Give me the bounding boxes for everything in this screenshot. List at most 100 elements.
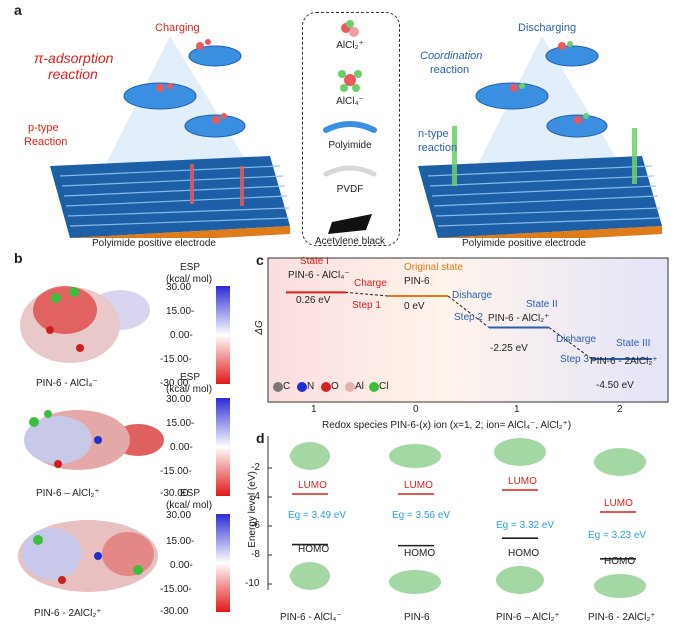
atom-n: N (307, 381, 315, 392)
homo-orbital-4 (594, 574, 646, 598)
panel-d-ylabel: Energy level (eV) (246, 471, 258, 548)
esp2-tick-3: -15.00- (160, 466, 192, 477)
atom-c: C (283, 381, 291, 392)
esp-map-3 (18, 520, 158, 592)
p-type-label: p-type (28, 122, 59, 134)
state2-species: PIN-6 - AlCl₂⁺ (488, 313, 550, 324)
panel-d-ytick-1: -4 (251, 491, 260, 502)
state1-species: PIN-6 - AlCl₄⁻ (288, 270, 350, 281)
esp2-tick-1: 15.00- (166, 418, 195, 429)
panel-c-xtick-0: 1 (311, 404, 317, 415)
esp-map-2 (24, 410, 164, 470)
panel-c-xtick-2: 1 (514, 404, 520, 415)
lumo-orbital-4 (594, 448, 646, 476)
charging-title: Charging (155, 22, 200, 34)
panel-d-ytick-2: -6 (251, 520, 260, 531)
panel-c-xtick-3: 2 (617, 404, 623, 415)
esp1-title: ESP (180, 262, 201, 273)
energy-connector-1 (447, 295, 490, 328)
legend-pvdf: PVDF (336, 184, 364, 195)
esp1-tick-3: -15.00- (160, 354, 192, 365)
step3-label: Step 3 (560, 354, 589, 365)
original-energy: 0 eV (404, 301, 425, 312)
esp-molecule-1-label: PIN-6 - AlCl₄⁻ (36, 378, 98, 389)
atom-legend (273, 382, 379, 392)
homo-orbital-3 (496, 566, 544, 594)
esp3-tick-2: 0.00- (170, 560, 193, 571)
homo-label-2: HOMO (404, 548, 436, 559)
state1-label: State I (300, 256, 329, 267)
lumo-label-2: LUMO (404, 480, 433, 491)
column-name-2: PIN-6 (404, 612, 430, 623)
esp-colorbar-1 (216, 286, 230, 384)
panel-b-letter: b (14, 250, 23, 266)
panel-c-plot-area (267, 257, 669, 403)
alcl4-icon (338, 70, 362, 92)
acetylene-black-icon (328, 214, 372, 234)
p-type-reaction-label: Reaction (24, 136, 68, 148)
state3-species: PIN-6 - 2AlCl₂⁺ (590, 356, 658, 367)
esp3-tick-4: -30.00 (160, 606, 189, 617)
esp3-title: ESP (180, 488, 201, 499)
esp1-tick-0: 30.00 (166, 282, 192, 293)
esp2-unit: (kcal/ mol) (166, 384, 213, 395)
panel-c-xtick-1: 0 (413, 404, 419, 415)
homo-orbital-2 (389, 570, 441, 594)
panel-d-levels (292, 489, 636, 560)
legend-acetylene: Acetylene black (314, 236, 386, 247)
disharge1-label: Disharge (452, 290, 493, 301)
homo-orbital-1 (290, 562, 330, 590)
coordination-label: Coordination (420, 50, 483, 62)
original-state-label: Original state (404, 262, 463, 273)
homo-label-3: HOMO (508, 548, 540, 559)
pvdf-icon (323, 165, 377, 177)
atom-o: O (331, 381, 339, 392)
esp2-title: ESP (180, 372, 201, 383)
esp2-tick-2: 0.00- (170, 442, 193, 453)
esp1-tick-2: 0.00- (170, 330, 193, 341)
legend-alcl2: AlCl₂⁺ (336, 40, 364, 51)
esp2-tick-4: -30.00 (160, 488, 189, 499)
state3-energy: -4.50 eV (596, 380, 634, 391)
homo-label-4: HOMO (604, 556, 636, 567)
legend-polyimide: Polyimide (328, 140, 372, 151)
step2-label: Step 2 (454, 312, 483, 323)
panel-d-ytick-0: -2 (251, 462, 260, 473)
panel-d-ytick-3: -8 (251, 549, 260, 560)
esp2-tick-0: 30.00 (166, 394, 192, 405)
pi-adsorption-reaction-label: reaction (48, 66, 98, 82)
panel-d-yticks (268, 467, 272, 585)
lumo-label-4: LUMO (604, 498, 633, 509)
panel-d-letter: d (256, 430, 265, 446)
esp3-tick-1: 15.00- (166, 536, 195, 547)
lumo-label-1: LUMO (298, 480, 327, 491)
legend-box (302, 12, 400, 246)
state1-energy: 0.26 eV (296, 295, 331, 306)
energy-connector-2 (548, 327, 593, 360)
gap-label-2: Eg = 3.56 eV (392, 510, 451, 521)
panel-c-letter: c (256, 252, 264, 268)
esp3-unit: (kcal/ mol) (166, 500, 213, 511)
state3-label: State III (616, 338, 651, 349)
gap-label-1: Eg = 3.49 eV (288, 510, 347, 521)
lumo-orbital-2 (389, 444, 441, 468)
polyimide-icon (323, 121, 377, 133)
lumo-orbital-3 (494, 438, 546, 466)
gap-label-4: Eg = 3.23 eV (588, 530, 647, 541)
atom-cl: Cl (379, 381, 389, 392)
n-type-label: n-type (418, 128, 449, 140)
panel-a-letter: a (14, 2, 22, 18)
esp1-unit: (kcal/ mol) (166, 274, 213, 285)
original-species: PIN-6 (404, 276, 430, 287)
esp-molecule-2-label: PIN-6 – AlCl₂⁺ (36, 488, 100, 499)
right-electrode-caption: Polyimide positive electrode (462, 238, 586, 249)
charging-electrode-illustration (50, 36, 290, 238)
column-name-4: PIN-6 - 2AlCl₂⁺ (588, 612, 656, 623)
energy-connector-0 (345, 291, 389, 297)
homo-label-1: HOMO (298, 544, 330, 555)
esp-map-1 (20, 286, 150, 363)
discharging-electrode-illustration (418, 36, 662, 238)
state2-energy: -2.25 eV (490, 343, 528, 354)
